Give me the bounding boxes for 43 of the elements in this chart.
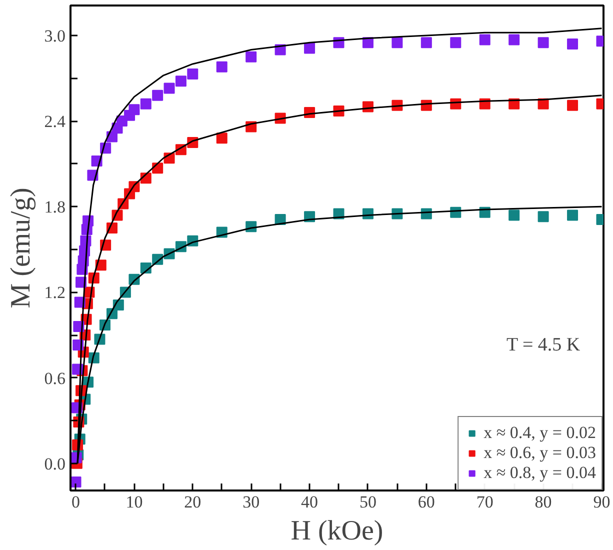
- point: [567, 100, 578, 111]
- y-axis-title: M (emu/g): [5, 188, 36, 308]
- legend-label: x ≈ 0.4, y = 0.02: [484, 423, 596, 443]
- point: [508, 34, 520, 46]
- point: [187, 68, 198, 80]
- point: [128, 104, 140, 116]
- x-tick-label: 40: [301, 492, 318, 512]
- legend-label: x ≈ 0.6, y = 0.03: [484, 443, 596, 463]
- point: [246, 51, 257, 62]
- point: [538, 37, 549, 48]
- y-tick-label: 0.0: [44, 454, 66, 474]
- point: [392, 37, 403, 48]
- point: [164, 82, 175, 94]
- point: [216, 61, 228, 72]
- x-tick-label: 30: [242, 492, 260, 512]
- y-tick-label: 0.6: [44, 368, 66, 388]
- point: [152, 90, 164, 101]
- x-axis-title: H (kOe): [290, 516, 384, 546]
- y-tick-label: 2.4: [44, 112, 66, 132]
- x-tick-label: 80: [534, 492, 552, 512]
- x-tick-label: 20: [184, 492, 202, 512]
- x-tick-label: 70: [476, 492, 494, 512]
- x-tick-label: 60: [418, 492, 435, 512]
- y-tick-label: 1.2: [44, 283, 66, 302]
- annotation: T = 4.5 K: [506, 334, 580, 356]
- point: [567, 38, 578, 50]
- x-tick-label: 90: [593, 492, 610, 512]
- point: [538, 211, 549, 222]
- point: [216, 132, 228, 144]
- point: [175, 76, 186, 87]
- legend-label: x ≈ 0.8, y = 0.04: [484, 463, 596, 483]
- point: [567, 210, 578, 221]
- point: [508, 210, 520, 221]
- x-tick-label: 0: [72, 492, 80, 512]
- point: [304, 42, 316, 54]
- x-tick-label: 50: [359, 492, 376, 512]
- y-tick-label: 1.8: [44, 198, 66, 217]
- x-tick-label: 10: [126, 492, 143, 512]
- point: [450, 37, 462, 48]
- point: [420, 37, 432, 48]
- point: [140, 98, 152, 110]
- y-tick-label: 3.0: [44, 26, 66, 46]
- point: [479, 34, 490, 46]
